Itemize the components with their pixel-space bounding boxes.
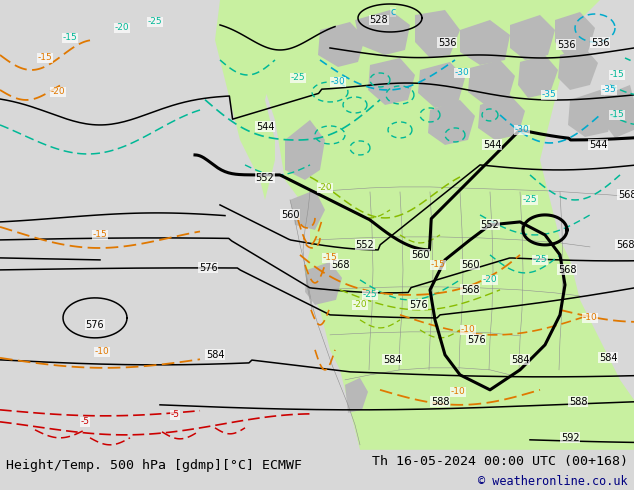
Text: -15: -15 bbox=[93, 230, 107, 240]
Text: -20: -20 bbox=[318, 183, 332, 193]
Text: -35: -35 bbox=[602, 85, 616, 95]
Text: -20: -20 bbox=[51, 87, 65, 97]
Polygon shape bbox=[478, 95, 525, 140]
Text: -25: -25 bbox=[522, 196, 537, 204]
Polygon shape bbox=[355, 10, 410, 55]
Text: 588: 588 bbox=[430, 397, 450, 407]
Text: 536: 536 bbox=[591, 38, 609, 48]
Text: 568: 568 bbox=[461, 285, 479, 295]
Text: -30: -30 bbox=[455, 69, 469, 77]
Text: 560: 560 bbox=[411, 250, 429, 260]
Polygon shape bbox=[518, 55, 558, 98]
Text: -20: -20 bbox=[482, 275, 497, 284]
Text: 552: 552 bbox=[481, 220, 500, 230]
Polygon shape bbox=[468, 60, 515, 105]
Text: 536: 536 bbox=[557, 40, 575, 50]
Text: 560: 560 bbox=[281, 210, 299, 220]
Text: 560: 560 bbox=[461, 260, 479, 270]
Polygon shape bbox=[568, 90, 615, 137]
Polygon shape bbox=[215, 0, 320, 200]
Text: -5: -5 bbox=[81, 417, 89, 426]
Text: 544: 544 bbox=[589, 140, 607, 150]
Polygon shape bbox=[510, 15, 555, 60]
Text: 568: 568 bbox=[331, 260, 349, 270]
Text: -10: -10 bbox=[94, 347, 110, 356]
Text: -10: -10 bbox=[461, 325, 476, 334]
Text: -30: -30 bbox=[330, 77, 346, 86]
Text: 528: 528 bbox=[370, 15, 388, 25]
Text: 568: 568 bbox=[616, 240, 634, 250]
Text: 576: 576 bbox=[467, 335, 485, 345]
Polygon shape bbox=[305, 262, 342, 305]
Text: 584: 584 bbox=[511, 355, 529, 365]
Polygon shape bbox=[603, 85, 634, 138]
Polygon shape bbox=[285, 120, 325, 180]
Text: © weatheronline.co.uk: © weatheronline.co.uk bbox=[478, 475, 628, 488]
Text: Th 16-05-2024 00:00 UTC (00+168): Th 16-05-2024 00:00 UTC (00+168) bbox=[372, 455, 628, 467]
Text: 576: 576 bbox=[86, 320, 105, 330]
Text: -15: -15 bbox=[37, 53, 53, 63]
Polygon shape bbox=[290, 190, 325, 230]
Text: -20: -20 bbox=[115, 24, 129, 32]
Text: 544: 544 bbox=[482, 140, 501, 150]
Polygon shape bbox=[200, 0, 634, 450]
Text: -5: -5 bbox=[171, 410, 179, 419]
Text: -25: -25 bbox=[363, 291, 377, 299]
Text: -35: -35 bbox=[541, 91, 557, 99]
Text: 552: 552 bbox=[256, 173, 275, 183]
Polygon shape bbox=[558, 48, 598, 90]
Text: 536: 536 bbox=[437, 38, 456, 48]
Text: -10: -10 bbox=[451, 387, 465, 396]
Text: -15: -15 bbox=[63, 33, 77, 43]
Polygon shape bbox=[368, 58, 415, 105]
Text: 544: 544 bbox=[256, 122, 275, 132]
Text: -25: -25 bbox=[290, 74, 306, 82]
Text: -25: -25 bbox=[533, 255, 547, 265]
Polygon shape bbox=[345, 378, 368, 413]
Text: 568: 568 bbox=[618, 190, 634, 200]
Text: Height/Temp. 500 hPa [gdmp][°C] ECMWF: Height/Temp. 500 hPa [gdmp][°C] ECMWF bbox=[6, 460, 302, 472]
Polygon shape bbox=[418, 62, 465, 108]
Text: 588: 588 bbox=[569, 397, 587, 407]
Text: -15: -15 bbox=[323, 253, 337, 263]
Text: 584: 584 bbox=[598, 353, 618, 363]
Text: -30: -30 bbox=[515, 125, 529, 134]
Text: -15: -15 bbox=[430, 260, 445, 270]
Text: -25: -25 bbox=[148, 18, 162, 26]
Text: 576: 576 bbox=[198, 263, 217, 273]
Text: 592: 592 bbox=[560, 433, 579, 443]
Text: -15: -15 bbox=[610, 71, 624, 79]
Text: 584: 584 bbox=[383, 355, 401, 365]
Text: c: c bbox=[391, 7, 396, 17]
Polygon shape bbox=[428, 100, 475, 145]
Text: 576: 576 bbox=[409, 300, 427, 310]
Polygon shape bbox=[555, 12, 595, 55]
Text: 584: 584 bbox=[206, 350, 224, 360]
Text: -10: -10 bbox=[583, 314, 597, 322]
Polygon shape bbox=[460, 20, 510, 65]
Text: 568: 568 bbox=[558, 265, 576, 275]
Polygon shape bbox=[415, 10, 460, 58]
Text: 552: 552 bbox=[356, 240, 374, 250]
Polygon shape bbox=[318, 22, 365, 67]
Text: -20: -20 bbox=[353, 300, 367, 309]
Text: -15: -15 bbox=[610, 110, 624, 120]
